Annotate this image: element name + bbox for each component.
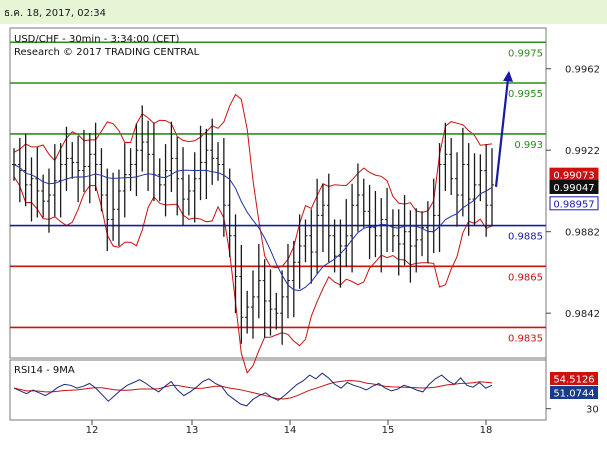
rsi-title: RSI14 - 9MA: [14, 365, 75, 376]
price-tag-label: 0.99073: [553, 171, 594, 182]
chart-title: USD/CHF - 30min - 3:34:00 (CET): [14, 34, 180, 45]
ma-line: [13, 164, 493, 292]
date-header-bar: ธ.ค. 18, 2017, 02:34: [0, 0, 607, 24]
x-tick-label: 18: [480, 425, 493, 436]
level-label: 0.9885: [508, 232, 543, 243]
x-tick-label: 15: [382, 425, 395, 436]
rsi-tag-label: 51.0744: [553, 389, 594, 400]
rsi-panel-frame: [9, 359, 547, 421]
x-tick-label: 13: [186, 425, 199, 436]
level-label: 0.993: [514, 140, 543, 151]
bollinger-bands: [13, 93, 493, 374]
rsi-tick-label: 30: [586, 405, 599, 416]
lower-band: [13, 176, 493, 374]
price-tag-box: [549, 179, 599, 194]
price-tag-box: [549, 196, 599, 211]
price-tag-label: 0.99047: [553, 183, 594, 194]
y-tick-label: 0.9842: [565, 309, 600, 320]
rsi-tag-box: [550, 386, 598, 399]
date-label: ธ.ค. 18, 2017, 02:34: [4, 8, 107, 19]
moving-average: [13, 70, 513, 292]
x-axis-ticks: 12 13 14 15 18: [86, 420, 493, 436]
level-label: 0.9865: [508, 272, 543, 283]
rsi-indicator: 30 54.5126 51.0744: [13, 372, 599, 416]
rsi-line: [13, 372, 493, 407]
forecast-arrowhead: [503, 70, 513, 82]
x-tick-label: 14: [284, 425, 297, 436]
price-bars: [12, 105, 494, 345]
chart-subtitle: Research © 2017 TRADING CENTRAL: [14, 47, 200, 58]
level-label: 0.9955: [508, 89, 543, 100]
level-label: 0.9975: [508, 48, 543, 59]
y-tick-label: 0.9882: [565, 228, 600, 239]
y-tick-label: 0.9962: [565, 65, 600, 76]
upper-band: [13, 93, 493, 269]
forecast-arrow-line: [494, 78, 510, 188]
rsi-tag-box: [550, 372, 598, 385]
price-tag-label: 0.98957: [553, 199, 594, 210]
y-tick-label: 0.9922: [565, 146, 600, 157]
x-tick-label: 12: [86, 425, 99, 436]
y-axis-ticks: 0.9962 0.9922 0.9882 0.9842: [546, 65, 600, 320]
level-label: 0.9835: [508, 333, 543, 344]
rsi-tag-label: 54.5126: [553, 375, 594, 386]
